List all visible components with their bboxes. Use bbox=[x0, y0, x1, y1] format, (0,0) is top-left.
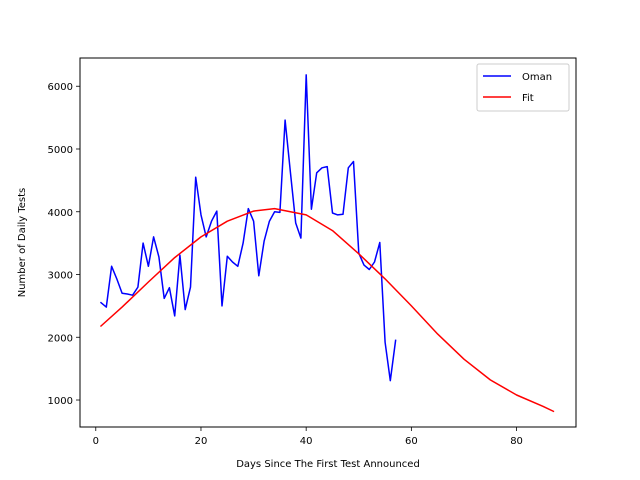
plot-frame bbox=[79, 57, 577, 428]
y-tick-label: 5000 bbox=[48, 145, 73, 156]
x-axis-ticks: 0 20 40 60 80 bbox=[93, 427, 523, 447]
x-tick-label: 20 bbox=[195, 436, 208, 447]
y-axis-ticks: 1000 2000 3000 4000 5000 6000 bbox=[48, 82, 80, 407]
y-tick-label: 6000 bbox=[48, 82, 73, 93]
series-line-fit bbox=[99, 207, 555, 413]
series-layer bbox=[99, 74, 555, 413]
y-tick-label: 1000 bbox=[48, 396, 73, 407]
y-tick-label: 2000 bbox=[48, 333, 73, 344]
x-tick-label: 60 bbox=[405, 436, 418, 447]
plot-area bbox=[80, 58, 576, 427]
y-axis-label: Number of Daily Tests bbox=[17, 188, 28, 298]
series-line-oman bbox=[99, 74, 397, 382]
x-axis-label: Days Since The First Test Announced bbox=[236, 459, 420, 470]
y-tick-label: 4000 bbox=[48, 208, 73, 219]
legend-label-fit: Fit bbox=[522, 93, 534, 104]
x-tick-label: 0 bbox=[93, 436, 99, 447]
x-tick-label: 40 bbox=[300, 436, 313, 447]
y-tick-label: 3000 bbox=[48, 271, 73, 282]
legend: Oman Fit bbox=[476, 63, 570, 112]
legend-label-oman: Oman bbox=[522, 72, 552, 83]
x-tick-label: 80 bbox=[510, 436, 523, 447]
